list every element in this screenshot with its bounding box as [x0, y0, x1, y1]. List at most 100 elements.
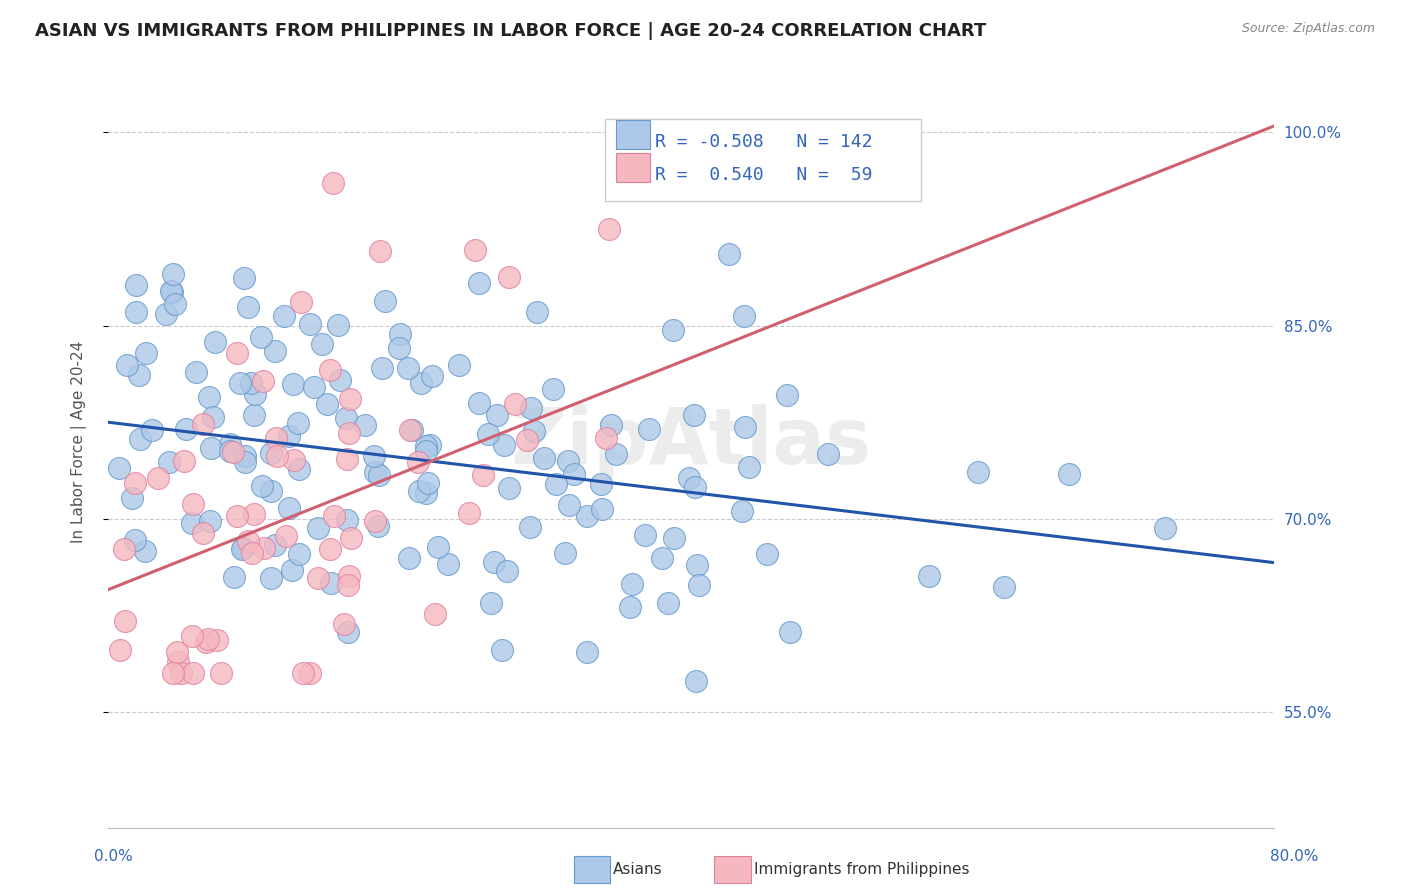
Point: [135, 346, 157, 360]
Point: [125, 305, 148, 319]
Point: [240, 546, 263, 560]
Point: [180, 629, 202, 643]
Point: [734, 420, 756, 434]
Point: [157, 455, 180, 469]
Point: [479, 596, 502, 610]
Point: [420, 368, 443, 383]
Text: 80.0%: 80.0%: [1271, 849, 1319, 863]
Point: [160, 285, 183, 300]
Point: [498, 481, 520, 495]
Point: [263, 538, 285, 552]
Point: [575, 508, 598, 523]
Point: [191, 417, 214, 431]
Point: [558, 498, 581, 512]
Point: [319, 575, 342, 590]
Point: [146, 470, 169, 484]
Text: 0.0%: 0.0%: [94, 849, 134, 863]
Point: [221, 445, 243, 459]
Point: [437, 557, 460, 571]
Point: [415, 440, 437, 454]
Point: [1059, 467, 1081, 482]
Point: [731, 504, 754, 518]
Point: [367, 518, 389, 533]
Point: [468, 276, 491, 290]
Point: [260, 483, 283, 498]
Point: [1153, 521, 1175, 535]
Point: [121, 491, 143, 505]
Point: [364, 465, 387, 479]
Point: [273, 309, 295, 323]
Point: [243, 508, 266, 522]
Point: [114, 615, 136, 629]
Point: [599, 417, 621, 432]
Point: [336, 513, 359, 527]
Point: [662, 323, 685, 337]
Y-axis label: In Labor Force | Age 20-24: In Labor Force | Age 20-24: [72, 341, 87, 542]
Point: [194, 635, 217, 649]
Point: [423, 607, 446, 622]
Point: [328, 318, 350, 332]
Point: [141, 423, 163, 437]
Point: [368, 244, 391, 258]
Point: [817, 446, 839, 460]
Point: [657, 596, 679, 610]
Point: [181, 666, 204, 681]
Point: [557, 453, 579, 467]
Point: [541, 383, 564, 397]
Point: [371, 361, 394, 376]
Point: [124, 476, 146, 491]
Point: [299, 318, 322, 332]
Point: [755, 547, 778, 561]
Point: [233, 455, 256, 469]
Point: [224, 570, 246, 584]
Point: [633, 528, 655, 542]
Point: [264, 431, 287, 445]
Point: [236, 533, 259, 548]
Point: [198, 514, 221, 528]
Point: [415, 443, 437, 458]
Point: [243, 387, 266, 401]
Point: [678, 471, 700, 485]
Point: [250, 479, 273, 493]
Point: [533, 450, 555, 465]
Point: [166, 645, 188, 659]
Point: [166, 655, 188, 669]
Point: [291, 666, 314, 681]
Point: [209, 666, 232, 681]
Point: [544, 476, 567, 491]
Point: [128, 432, 150, 446]
Point: [264, 343, 287, 358]
Point: [406, 455, 429, 469]
Point: [311, 336, 333, 351]
Point: [225, 345, 247, 359]
Point: [259, 446, 281, 460]
Point: [316, 397, 339, 411]
Point: [779, 625, 801, 640]
Point: [117, 358, 139, 372]
Text: Asians: Asians: [613, 863, 662, 877]
Point: [503, 397, 526, 411]
Point: [108, 643, 131, 657]
Point: [250, 330, 273, 344]
Point: [409, 376, 432, 390]
Point: [233, 271, 256, 285]
Point: [520, 401, 543, 416]
Point: [252, 541, 274, 556]
Point: [252, 374, 274, 388]
Point: [353, 417, 375, 432]
Point: [595, 431, 617, 445]
Point: [498, 269, 520, 284]
Point: [486, 408, 509, 422]
Point: [287, 416, 309, 430]
Point: [526, 305, 548, 319]
Point: [733, 309, 755, 323]
Point: [219, 437, 242, 451]
Point: [664, 531, 686, 545]
Point: [274, 529, 297, 543]
Point: [333, 616, 356, 631]
Point: [128, 368, 150, 382]
Point: [918, 569, 941, 583]
Point: [155, 307, 177, 321]
Point: [340, 531, 363, 545]
Point: [287, 462, 309, 476]
